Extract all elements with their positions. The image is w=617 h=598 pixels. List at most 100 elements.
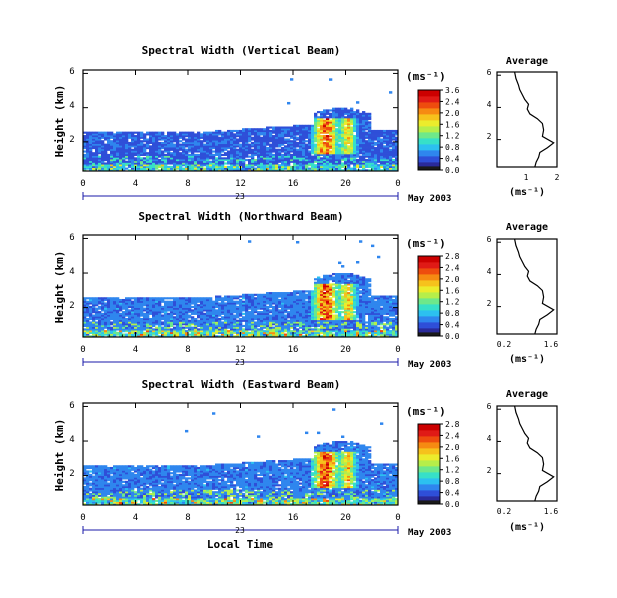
heatmap-cell	[248, 319, 252, 322]
heatmap-cell	[242, 136, 246, 139]
heatmap-cell	[209, 136, 213, 139]
heatmap-cell	[281, 326, 285, 329]
heatmap-cell	[308, 316, 312, 319]
heatmap-cell	[179, 331, 183, 334]
heatmap-cell	[116, 297, 120, 300]
heatmap-cell	[293, 297, 297, 300]
heatmap-cell	[224, 152, 228, 155]
heatmap-cell	[266, 136, 270, 139]
heatmap-cell	[179, 135, 183, 138]
heatmap-cell	[305, 124, 309, 127]
heatmap-cell	[206, 305, 210, 309]
heatmap-cell	[272, 300, 276, 303]
heatmap-cell	[272, 335, 276, 338]
heatmap-cell	[194, 302, 198, 305]
heatmap-cell	[365, 145, 369, 148]
heatmap-cell	[164, 138, 168, 141]
y-axis-label-vertical: Height (km)	[53, 85, 66, 158]
heatmap-cell	[359, 155, 363, 158]
heatmap-cell	[356, 331, 360, 334]
heatmap-cell	[218, 319, 222, 322]
heatmap-cell	[194, 155, 198, 158]
heatmap-cell	[251, 157, 255, 160]
heatmap-cell	[116, 326, 120, 329]
heatmap-cell	[116, 324, 120, 328]
heatmap-cell	[395, 159, 399, 162]
heatmap-cell	[200, 157, 204, 160]
heatmap-cell	[293, 302, 297, 305]
heatmap-cell	[365, 124, 369, 127]
heatmap-cell	[284, 317, 288, 321]
heatmap-cell	[194, 309, 198, 312]
heatmap-cell	[137, 328, 141, 331]
heatmap-cell	[95, 143, 99, 146]
heatmap-cell	[320, 111, 324, 114]
heatmap-cell	[305, 162, 309, 165]
heatmap-cell	[329, 126, 333, 129]
heatmap-cell	[209, 141, 213, 145]
heatmap-cell	[335, 323, 339, 326]
heatmap-cell	[98, 138, 102, 141]
heatmap-cell	[293, 304, 297, 307]
heatmap-cell	[146, 319, 150, 322]
heatmap-cell	[83, 330, 87, 333]
heatmap-cell	[119, 157, 123, 160]
heatmap-cell	[140, 165, 144, 168]
heatmap-cell	[296, 241, 300, 244]
heatmap-cell	[368, 145, 372, 148]
heatmap-cell	[146, 162, 150, 165]
heatmap-cell	[377, 148, 381, 151]
heatmap-cell	[191, 169, 195, 172]
heatmap-cell	[233, 141, 237, 145]
heatmap-cell	[338, 279, 342, 283]
heatmap-cell	[158, 143, 162, 146]
heatmap-cell	[251, 150, 255, 153]
heatmap-cell	[164, 307, 168, 310]
heatmap-cell	[308, 147, 312, 150]
heatmap-cell	[260, 169, 264, 172]
heatmap-cell	[182, 138, 186, 141]
heatmap-cell	[179, 147, 183, 150]
heatmap-cell	[248, 240, 252, 243]
heatmap-cell	[200, 305, 204, 309]
heatmap-cell	[143, 317, 147, 321]
heatmap-cell	[128, 319, 132, 322]
heatmap-cell	[386, 141, 390, 145]
heatmap-cell	[188, 155, 192, 158]
heatmap-cell	[173, 316, 177, 319]
heatmap-cell	[326, 283, 330, 286]
heatmap-cell	[89, 324, 93, 328]
heatmap-cell	[113, 148, 117, 151]
heatmap-cell	[320, 293, 324, 296]
heatmap-cell	[311, 164, 315, 167]
heatmap-cell	[323, 314, 327, 317]
heatmap-cell	[104, 333, 108, 336]
heatmap-cell	[353, 143, 357, 146]
heatmap-cell	[164, 143, 168, 146]
heatmap-cell	[188, 319, 192, 322]
heatmap-cell	[389, 133, 393, 136]
heatmap-cell	[182, 305, 186, 309]
heatmap-cell	[209, 131, 213, 134]
heatmap-cell	[200, 153, 204, 156]
heatmap-cell	[329, 333, 333, 336]
heatmap-cell	[272, 147, 276, 150]
heatmap-cell	[332, 333, 336, 336]
heatmap-cell	[176, 335, 180, 338]
heatmap-cell	[233, 300, 237, 303]
heatmap-cell	[209, 145, 213, 148]
heatmap-cell	[350, 143, 354, 146]
heatmap-cell	[314, 160, 318, 163]
heatmap-cell	[281, 305, 285, 309]
heatmap-cell	[335, 293, 339, 296]
heatmap-cell	[230, 157, 234, 160]
heatmap-cell	[167, 305, 171, 309]
heatmap-cell	[320, 279, 324, 283]
heatmap-cell	[293, 147, 297, 150]
heatmap-cell	[317, 311, 321, 314]
heatmap-cell	[170, 302, 174, 305]
heatmap-cell	[371, 143, 375, 146]
heatmap-cell	[344, 321, 348, 324]
heatmap-cell	[110, 335, 114, 338]
heatmap-cell	[329, 138, 333, 141]
